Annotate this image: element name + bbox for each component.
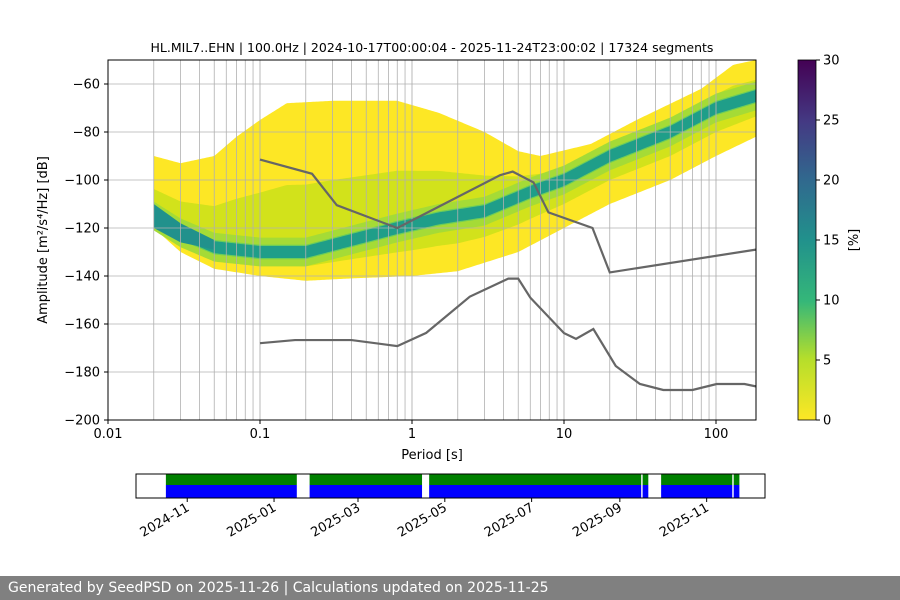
date-tick-label: 2025-01 (224, 500, 279, 540)
x-axis-label: Period [s] (401, 448, 463, 463)
y-tick-label: −180 (64, 366, 100, 381)
date-tick-label: 2024-11 (138, 500, 193, 540)
density-map (153, 60, 756, 281)
footer: Generated by SeedPSD on 2025-11-26 | Cal… (0, 576, 900, 600)
x-tick-label: 100 (704, 427, 729, 442)
y-axis-label: Amplitude [m²/s⁴/Hz] [dB] (36, 156, 51, 324)
y-tick-label: −60 (73, 78, 100, 93)
x-tick-label: 1 (408, 427, 416, 442)
date-tick-label: 2025-07 (482, 500, 537, 540)
y-tick-label: −140 (64, 270, 100, 285)
date-tick-label: 2025-09 (570, 500, 625, 540)
chart-title: HL.MIL7..EHN | 100.0Hz | 2024-10-17T00:0… (151, 40, 714, 55)
y-tick-label: −80 (73, 126, 100, 141)
x-tick-label: 10 (556, 427, 573, 442)
high-noise-model-line (259, 158, 756, 274)
availability-gap (296, 474, 310, 498)
colorbar-label: [%] (847, 229, 862, 252)
grid (107, 60, 756, 421)
colorbar-tick-label: 10 (823, 294, 840, 309)
availability-frame (135, 473, 766, 499)
y-tick-label: −100 (64, 174, 100, 189)
noise-models (259, 158, 756, 392)
colorbar-axis: 0 5 10 15 20 25 30 (816, 54, 840, 429)
availability-gap (641, 474, 643, 498)
date-tick-label: 2025-11 (657, 500, 712, 540)
colorbar-tick-label: 5 (823, 354, 831, 369)
density-low-band (153, 79, 756, 267)
availability-gap (732, 474, 734, 498)
x-tick-label: 0.1 (250, 427, 271, 442)
date-tick-label: 2025-03 (308, 500, 363, 540)
x-axis: 0.01 0.1 1 10 100 (94, 420, 729, 442)
colorbar-tick-label: 0 (823, 414, 831, 429)
availability-axis: 2024-11 2025-01 2025-03 2025-05 2025-07 2025-… (138, 498, 712, 541)
colorbar-tick-label: 20 (823, 174, 840, 189)
y-tick-label: −120 (64, 222, 100, 237)
colorbar-tick-label: 30 (823, 54, 840, 69)
data-availability (165, 474, 740, 498)
availability-bar-top (165, 474, 740, 485)
y-tick-label: −160 (64, 318, 100, 333)
colorbar (797, 59, 817, 421)
colorbar-tick-label: 15 (823, 234, 840, 249)
low-noise-model-line (259, 277, 756, 392)
y-axis: −60 −80 −100 −120 −140 −160 −180 −200 (64, 78, 108, 429)
date-tick-label: 2025-05 (395, 500, 450, 540)
y-tick-label: −200 (64, 414, 100, 429)
x-tick-label: 0.01 (94, 427, 123, 442)
colorbar-tick-label: 25 (823, 114, 840, 129)
availability-gap (422, 474, 430, 498)
plot-frame (107, 59, 757, 421)
availability-gap (648, 474, 662, 498)
